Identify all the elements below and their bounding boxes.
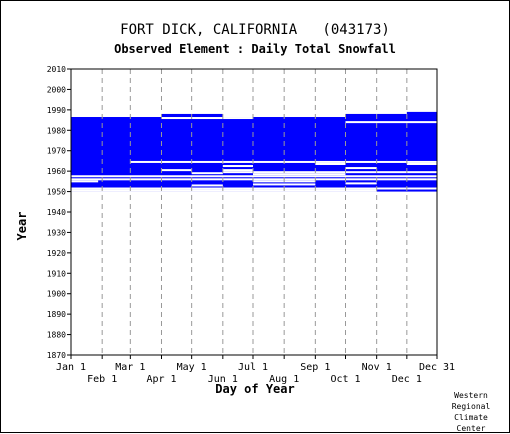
y-tick-label: 1910 [47, 269, 66, 278]
missing-gap [222, 169, 253, 172]
missing-gap [315, 162, 346, 165]
credit-line: Center [456, 424, 486, 433]
missing-gap [71, 187, 437, 190]
credit-line: Western [454, 391, 488, 400]
y-tick-label: 2000 [47, 85, 66, 94]
x-tick-label: Mar 1 [115, 362, 145, 373]
y-tick-label: 1890 [47, 310, 66, 319]
x-tick-label: May 1 [177, 362, 207, 373]
missing-gap [71, 178, 437, 181]
y-tick-label: 1970 [47, 147, 66, 156]
y-tick-label: 1880 [47, 331, 66, 340]
missing-gap [191, 172, 223, 175]
y-tick-label: 1950 [47, 188, 66, 197]
x-axis-label: Day of Year [215, 382, 295, 396]
x-tick-label: Sep 1 [300, 362, 330, 373]
missing-gap [222, 171, 437, 174]
chart-subtitle: Observed Element : Daily Total Snowfall [114, 42, 396, 56]
missing-gap [345, 182, 377, 185]
missing-gap [406, 162, 437, 165]
x-tick-label: Nov 1 [362, 362, 392, 373]
missing-gap [252, 173, 346, 176]
chart-title: FORT DICK, CALIFORNIA (043173) [120, 22, 390, 38]
missing-gap [161, 117, 253, 120]
x-tick-label: Jun 1 [208, 374, 238, 385]
y-tick-label: 1940 [47, 208, 66, 217]
missing-gap [71, 180, 99, 183]
y-tick-label: 1930 [47, 228, 66, 237]
missing-gap [161, 169, 192, 172]
missing-gap [191, 184, 223, 187]
missing-gap [130, 160, 438, 163]
y-tick-label: 1870 [47, 351, 66, 360]
observed-block [161, 113, 223, 118]
missing-gap [345, 121, 437, 124]
y-tick-label: 1900 [47, 290, 66, 299]
missing-gap [222, 165, 253, 168]
x-tick-label: Dec 1 [392, 374, 422, 385]
x-tick-label: Apr 1 [146, 374, 176, 385]
x-tick-label: Jul 1 [238, 362, 268, 373]
x-tick-label: Oct 1 [330, 374, 360, 385]
x-tick-label: Jan 1 [56, 362, 86, 373]
x-tick-label: Aug 1 [269, 374, 299, 385]
credit-line: Climate [454, 413, 488, 422]
y-tick-label: 1920 [47, 249, 66, 258]
y-tick-label: 2010 [47, 65, 66, 74]
observed-block [406, 111, 437, 118]
x-tick-label: Feb 1 [87, 374, 117, 385]
missing-gap [71, 175, 437, 178]
missing-gap [71, 189, 377, 192]
y-tick-label: 1980 [47, 126, 66, 135]
missing-gap [252, 183, 316, 186]
y-tick-label: 1990 [47, 106, 66, 115]
credit-line: Regional [451, 402, 491, 411]
credit-block: Western Regional Climate Center [446, 390, 496, 434]
y-tick-label: 1960 [47, 167, 66, 176]
missing-gap [345, 167, 377, 170]
observed-block [345, 113, 407, 118]
plot-area-border [70, 68, 438, 356]
x-tick-label: Dec 31 [419, 362, 455, 373]
